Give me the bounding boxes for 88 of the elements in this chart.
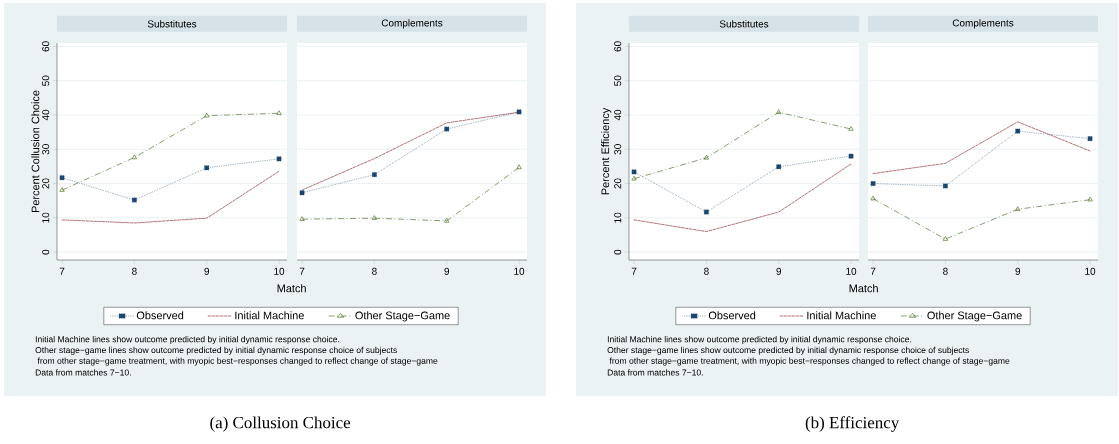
point: [131, 154, 137, 160]
x-tick-label: 7: [631, 267, 637, 275]
y-tick-label: 60: [614, 41, 622, 52]
point: [204, 165, 210, 171]
point: [299, 190, 305, 196]
x-tick-label: 9: [1015, 267, 1021, 275]
y-tick-label: 0: [614, 249, 622, 255]
chart-title: Complements: [952, 19, 1014, 29]
point: [631, 169, 637, 175]
y-tick-label: 20: [614, 178, 622, 189]
chart-title: Substitutes: [147, 20, 197, 28]
legend-label: Initial Machine: [235, 311, 304, 320]
point: [870, 181, 876, 187]
point: [276, 110, 282, 115]
line-series: [633, 163, 852, 232]
chart-title: Complements: [381, 19, 443, 29]
point: [776, 109, 782, 114]
x-tick-label: 10: [274, 267, 285, 275]
legend-label: Other Stage−Game: [355, 311, 450, 322]
x-axis-title: Match: [849, 284, 878, 293]
x-tick-label: 9: [776, 267, 782, 275]
point: [371, 215, 377, 220]
text: Initial Machine lines show outcome predicted by initial dynamic response choice.: [607, 336, 912, 345]
y-tick-label: 30: [614, 144, 622, 155]
point: [444, 126, 450, 132]
y-tick-label: 40: [42, 109, 50, 121]
point: [444, 217, 450, 223]
point: [131, 197, 137, 203]
point: [631, 175, 637, 181]
y-axis-title: Percent Efficiency: [601, 107, 612, 195]
text: (b) Efficiency: [805, 416, 900, 432]
legend-label: Observed: [708, 311, 756, 320]
y-tick-label: 0: [42, 249, 50, 255]
point: [703, 154, 709, 160]
text: Data from matches 7−10.: [35, 369, 131, 376]
x-tick-label: 7: [299, 267, 305, 275]
y-tick-label: 10: [42, 212, 50, 223]
point: [516, 164, 522, 170]
x-tick-label: 7: [59, 267, 65, 275]
x-tick-label: 9: [444, 267, 450, 275]
point: [848, 126, 854, 131]
x-tick-label: 8: [132, 267, 137, 275]
legend-label: Observed: [136, 311, 184, 320]
text: from other stage−game treatment, with myopic best−responses changed to reflect change of stage−game: [37, 357, 438, 366]
text: (a) Collusion Choice: [210, 416, 351, 432]
text: from other stage−game treatment, with myopic best−responses changed to reflect change of stage−game: [609, 357, 1010, 366]
y-tick-label: 50: [42, 75, 50, 86]
y-tick-label: 30: [42, 144, 50, 155]
point: [848, 153, 854, 159]
line-series: [61, 170, 280, 224]
x-tick-label: 8: [943, 267, 948, 275]
y-tick-label: 20: [42, 178, 50, 189]
x-tick-label: 8: [704, 267, 709, 275]
y-tick-label: 60: [42, 41, 50, 52]
point: [516, 109, 522, 115]
point: [703, 209, 709, 215]
chart-title: Substitutes: [719, 20, 769, 28]
x-tick-label: 10: [1085, 267, 1096, 275]
point: [59, 187, 65, 192]
x-tick-label: 10: [846, 267, 857, 275]
y-tick-label: 50: [614, 75, 622, 86]
point: [276, 156, 282, 162]
point: [1015, 128, 1021, 134]
text: Other stage−game lines show outcome predicted by initial dynamic response choice of subjects: [607, 346, 969, 355]
legend-label: Initial Machine: [807, 311, 876, 320]
point: [1087, 196, 1093, 202]
point: [776, 164, 782, 170]
x-tick-label: 9: [204, 267, 210, 275]
x-axis-title: Match: [277, 284, 306, 293]
y-tick-label: 10: [614, 212, 622, 223]
point: [1015, 206, 1021, 211]
point: [942, 236, 948, 241]
point: [204, 112, 210, 118]
x-tick-label: 8: [372, 267, 377, 275]
y-axis-title: Percent Collusion Choice: [31, 90, 40, 213]
x-tick-label: 10: [514, 267, 525, 275]
y-tick-label: 40: [614, 109, 622, 121]
point: [371, 172, 377, 178]
point: [942, 183, 948, 189]
text: Initial Machine lines show outcome predicted by initial dynamic response choice.: [35, 336, 340, 345]
legend-label: Other Stage−Game: [927, 311, 1022, 322]
point: [59, 175, 65, 181]
text: Other stage−game lines show outcome predicted by initial dynamic response choice of subjects: [35, 346, 397, 355]
x-tick-label: 7: [870, 267, 876, 275]
text: Data from matches 7−10.: [607, 369, 703, 376]
point: [299, 216, 305, 221]
point: [870, 195, 876, 201]
point: [1087, 136, 1093, 142]
